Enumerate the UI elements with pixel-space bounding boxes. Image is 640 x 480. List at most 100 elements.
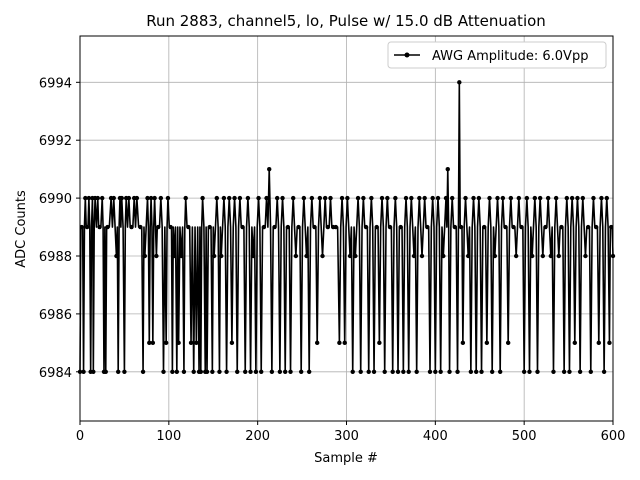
data-point	[296, 224, 301, 230]
legend-entry-label: AWG Amplitude: 6.0Vpp	[432, 49, 588, 64]
x-tick-label: 100	[156, 429, 181, 444]
data-point	[280, 195, 285, 201]
data-point	[366, 369, 371, 374]
data-point	[134, 195, 140, 201]
data-point	[580, 195, 585, 201]
data-point	[406, 369, 411, 374]
data-point	[337, 340, 342, 346]
y-tick-label: 6984	[39, 366, 72, 381]
data-point	[152, 195, 157, 201]
data-point	[306, 369, 312, 374]
data-point	[148, 195, 154, 201]
data-point	[358, 369, 363, 374]
data-point	[317, 195, 323, 201]
data-point	[245, 195, 251, 201]
data-point	[559, 224, 564, 230]
data-point	[211, 253, 217, 259]
data-point	[170, 369, 175, 374]
data-point	[293, 253, 299, 259]
data-point	[443, 195, 449, 201]
data-point	[537, 195, 543, 201]
data-point	[347, 253, 353, 259]
data-point	[460, 340, 466, 346]
data-point	[466, 253, 471, 259]
data-point	[564, 195, 570, 201]
data-point	[150, 340, 156, 346]
data-point	[551, 369, 556, 374]
data-point	[269, 369, 275, 374]
data-point	[599, 195, 604, 201]
data-point	[419, 253, 425, 259]
data-point	[441, 253, 446, 259]
data-point	[457, 80, 462, 85]
data-point	[232, 195, 237, 201]
x-tick-label: 300	[334, 429, 359, 444]
data-point	[540, 253, 546, 259]
x-tick-label: 0	[76, 429, 84, 444]
data-point	[79, 224, 84, 230]
data-point	[556, 253, 562, 259]
data-point	[320, 253, 325, 259]
data-point	[165, 195, 171, 201]
data-point	[414, 369, 419, 374]
data-point	[438, 369, 443, 374]
data-point	[322, 195, 328, 201]
data-point	[593, 224, 599, 230]
data-point	[473, 369, 479, 374]
data-point	[309, 195, 315, 201]
data-point	[100, 195, 105, 201]
data-point	[609, 224, 614, 230]
data-point	[479, 369, 484, 374]
data-point	[463, 195, 468, 201]
data-point	[452, 224, 458, 230]
data-point	[543, 224, 548, 230]
data-point	[529, 253, 535, 259]
y-tick-label: 6986	[39, 308, 72, 323]
y-axis: 6984 6986 6988 6990 6992 6994	[39, 76, 80, 381]
data-point	[176, 340, 181, 346]
data-point	[521, 369, 527, 374]
data-point	[601, 369, 607, 374]
data-point	[267, 166, 272, 172]
data-point	[409, 195, 414, 201]
data-point	[194, 340, 199, 346]
x-tick-label: 500	[512, 429, 537, 444]
data-point	[272, 224, 277, 230]
data-point	[217, 369, 222, 374]
legend-marker-swatch	[404, 52, 410, 58]
data-point	[240, 224, 245, 230]
data-point	[476, 195, 482, 201]
data-point	[458, 224, 464, 230]
data-point	[291, 195, 296, 201]
data-point	[569, 195, 575, 201]
data-point	[385, 195, 390, 201]
data-point	[171, 253, 177, 259]
data-point	[181, 369, 187, 374]
data-point	[561, 369, 567, 374]
x-tick-label: 600	[601, 429, 626, 444]
data-point	[83, 195, 88, 201]
data-point	[243, 369, 248, 374]
data-point	[97, 224, 102, 230]
data-point	[401, 369, 406, 374]
x-axis-label: Sample #	[314, 451, 378, 466]
data-point	[188, 340, 194, 346]
data-point	[325, 224, 331, 230]
data-point	[604, 195, 609, 201]
data-point	[390, 369, 395, 374]
data-point	[103, 369, 108, 374]
data-point	[495, 195, 500, 201]
data-point	[288, 369, 293, 374]
data-point	[191, 369, 196, 374]
data-point	[575, 195, 580, 201]
data-point	[114, 253, 119, 259]
data-point	[214, 195, 220, 201]
y-axis-label: ADC Counts	[14, 190, 29, 268]
data-point	[553, 195, 559, 201]
data-point	[259, 369, 264, 374]
data-point	[237, 195, 243, 201]
data-point	[328, 195, 333, 201]
data-point	[532, 195, 538, 201]
data-point	[115, 369, 121, 374]
data-point	[374, 224, 379, 230]
